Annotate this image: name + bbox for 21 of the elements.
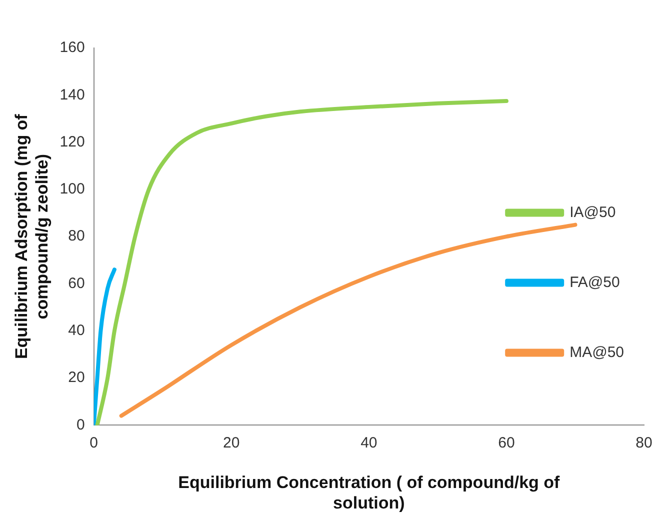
y-tick-label: 0 (76, 416, 85, 434)
y-tick-label: 20 (68, 369, 85, 386)
line-series (95, 99, 508, 426)
y-tick-label: 100 (60, 180, 85, 198)
legend-label: FA@50 (570, 274, 620, 291)
x-tick-label: 0 (90, 434, 98, 452)
y-axis-title: Equilibrium Adsorption (mg of compound/g zeolite) (12, 114, 52, 360)
y-tick-label: 40 (68, 322, 85, 340)
y-tick-label: 140 (60, 86, 85, 104)
x-tick-label: 20 (223, 434, 240, 452)
legend-label: IA@50 (570, 204, 616, 221)
legend-label: MA@50 (570, 344, 624, 361)
x-tick-label: 80 (636, 434, 652, 452)
line-series (94, 268, 116, 426)
y-tick-label: 60 (68, 274, 85, 292)
y-tick-label: 80 (68, 228, 85, 245)
x-tick-label: 40 (360, 434, 378, 452)
x-axis-title: Equilibrium Concentration ( of compound/kg of solution) (178, 473, 560, 512)
y-tick-label: 120 (60, 133, 85, 150)
y-tick-label: 160 (60, 39, 85, 56)
x-tick-label: 60 (498, 434, 515, 452)
